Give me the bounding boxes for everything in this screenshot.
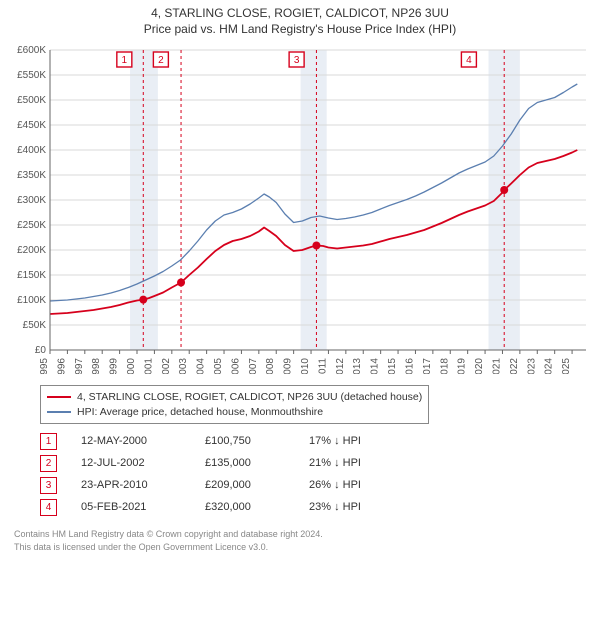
svg-text:2009: 2009 <box>283 358 294 374</box>
svg-text:4: 4 <box>466 55 472 66</box>
sale-hpi-diff: 26% ↓ HPI <box>309 479 389 491</box>
legend-label: 4, STARLING CLOSE, ROGIET, CALDICOT, NP2… <box>77 390 422 405</box>
attribution-footer: Contains HM Land Registry data © Crown c… <box>14 528 590 552</box>
svg-text:2019: 2019 <box>457 358 468 374</box>
svg-text:2005: 2005 <box>213 358 224 374</box>
sale-row: 3 23-APR-2010 £209,000 26% ↓ HPI <box>40 474 590 496</box>
svg-text:2003: 2003 <box>178 358 189 374</box>
svg-text:£250K: £250K <box>17 220 46 231</box>
svg-text:2: 2 <box>158 55 164 66</box>
svg-text:2010: 2010 <box>300 358 311 374</box>
svg-text:2015: 2015 <box>387 358 398 374</box>
svg-text:£450K: £450K <box>17 120 46 131</box>
svg-text:1995: 1995 <box>39 358 50 374</box>
sale-date: 05-FEB-2021 <box>81 501 181 513</box>
svg-text:£500K: £500K <box>17 95 46 106</box>
svg-text:2017: 2017 <box>422 358 433 374</box>
sale-row: 1 12-MAY-2000 £100,750 17% ↓ HPI <box>40 430 590 452</box>
svg-text:2024: 2024 <box>544 358 555 374</box>
sale-price: £100,750 <box>205 435 285 447</box>
svg-text:2006: 2006 <box>230 358 241 374</box>
sale-hpi-diff: 17% ↓ HPI <box>309 435 389 447</box>
sale-hpi-diff: 21% ↓ HPI <box>309 457 389 469</box>
svg-text:2020: 2020 <box>474 358 485 374</box>
svg-text:2011: 2011 <box>317 358 328 374</box>
svg-text:£150K: £150K <box>17 270 46 281</box>
sale-row: 2 12-JUL-2002 £135,000 21% ↓ HPI <box>40 452 590 474</box>
svg-text:£350K: £350K <box>17 170 46 181</box>
legend-label: HPI: Average price, detached house, Monm… <box>77 405 323 420</box>
legend: 4, STARLING CLOSE, ROGIET, CALDICOT, NP2… <box>40 385 429 424</box>
sales-table: 1 12-MAY-2000 £100,750 17% ↓ HPI 2 12-JUL-200… <box>40 430 590 518</box>
svg-text:£550K: £550K <box>17 70 46 81</box>
svg-text:2007: 2007 <box>248 358 259 374</box>
svg-text:£50K: £50K <box>23 320 47 331</box>
title-subtitle: Price paid vs. HM Land Registry's House … <box>0 22 600 36</box>
svg-text:2014: 2014 <box>370 358 381 374</box>
sale-date: 23-APR-2010 <box>81 479 181 491</box>
svg-text:3: 3 <box>294 55 300 66</box>
sale-price: £135,000 <box>205 457 285 469</box>
svg-text:2002: 2002 <box>161 358 172 374</box>
svg-text:2021: 2021 <box>491 358 502 374</box>
svg-text:2022: 2022 <box>509 358 520 374</box>
legend-swatch <box>47 411 71 413</box>
svg-text:2013: 2013 <box>352 358 363 374</box>
sale-row: 4 05-FEB-2021 £320,000 23% ↓ HPI <box>40 496 590 518</box>
sale-marker-badge: 3 <box>40 477 57 494</box>
sale-marker-badge: 2 <box>40 455 57 472</box>
svg-text:2018: 2018 <box>439 358 450 374</box>
svg-text:2008: 2008 <box>265 358 276 374</box>
svg-text:1996: 1996 <box>56 358 67 374</box>
chart-area: £0 £50K £100K £150K £200K £250K £300K £350K £400… <box>8 44 592 377</box>
legend-row: 4, STARLING CLOSE, ROGIET, CALDICOT, NP2… <box>47 390 422 405</box>
svg-text:2025: 2025 <box>561 358 572 374</box>
footer-line-1: Contains HM Land Registry data © Crown c… <box>14 528 590 540</box>
sale-marker-badge: 4 <box>40 499 57 516</box>
svg-text:£400K: £400K <box>17 145 46 156</box>
sale-price: £320,000 <box>205 501 285 513</box>
sale-price: £209,000 <box>205 479 285 491</box>
title-address: 4, STARLING CLOSE, ROGIET, CALDICOT, NP2… <box>0 6 600 20</box>
chart-titles: 4, STARLING CLOSE, ROGIET, CALDICOT, NP2… <box>0 0 600 38</box>
svg-text:2004: 2004 <box>196 358 207 374</box>
sale-date: 12-JUL-2002 <box>81 457 181 469</box>
svg-text:2000: 2000 <box>126 358 137 374</box>
svg-text:2001: 2001 <box>143 358 154 374</box>
svg-text:1997: 1997 <box>74 358 85 374</box>
svg-text:£300K: £300K <box>17 195 46 206</box>
svg-text:2012: 2012 <box>335 358 346 374</box>
svg-text:£200K: £200K <box>17 245 46 256</box>
sale-marker-badge: 1 <box>40 433 57 450</box>
svg-text:2023: 2023 <box>526 358 537 374</box>
footer-line-2: This data is licensed under the Open Gov… <box>14 541 590 553</box>
sale-hpi-diff: 23% ↓ HPI <box>309 501 389 513</box>
svg-text:2016: 2016 <box>404 358 415 374</box>
price-chart: £0 £50K £100K £150K £200K £250K £300K £350K £400… <box>8 44 592 374</box>
svg-text:1999: 1999 <box>109 358 120 374</box>
legend-row: HPI: Average price, detached house, Monm… <box>47 405 422 420</box>
svg-text:£0: £0 <box>35 345 47 356</box>
svg-text:1998: 1998 <box>91 358 102 374</box>
svg-text:£600K: £600K <box>17 45 46 56</box>
legend-swatch <box>47 396 71 398</box>
sale-date: 12-MAY-2000 <box>81 435 181 447</box>
svg-text:1: 1 <box>122 55 128 66</box>
svg-text:£100K: £100K <box>17 295 46 306</box>
